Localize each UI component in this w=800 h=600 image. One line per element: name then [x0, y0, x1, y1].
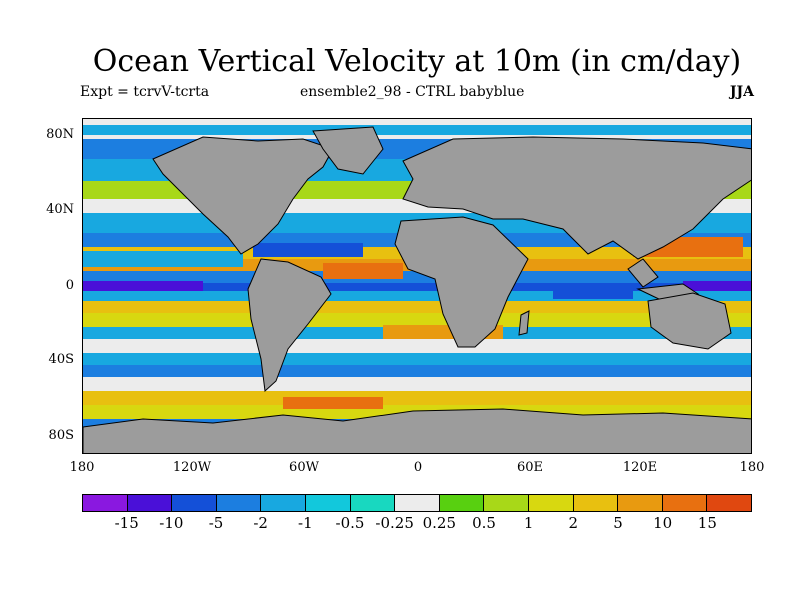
colorbar	[82, 494, 752, 512]
season-label: JJA	[729, 84, 754, 100]
ensemble-label: ensemble2_98 - CTRL babyblue	[300, 84, 525, 100]
colorbar-box	[662, 495, 708, 511]
colorbar-label: -1	[298, 514, 313, 532]
colorbar-box	[439, 495, 485, 511]
lat-label-80s: 80S	[48, 428, 74, 443]
colorbar-label: 2	[568, 514, 579, 532]
colorbar-label: 15	[697, 514, 717, 532]
lon-label-120w: 120W	[172, 460, 212, 475]
colorbar-label: 10	[653, 514, 673, 532]
colorbar-label: -10	[159, 514, 184, 532]
experiment-label: Expt = tcrvV-tcrta	[80, 84, 210, 100]
colorbar-box	[261, 495, 306, 511]
colorbar-box	[350, 495, 396, 511]
colorbar-label: 0.5	[472, 514, 496, 532]
colorbar-label: -5	[208, 514, 224, 532]
land-masses	[83, 126, 751, 453]
colorbar-label: -0.5	[335, 514, 365, 532]
colorbar-label: -0.25	[375, 514, 414, 532]
lat-label-40s: 40S	[48, 352, 74, 367]
colorbar-label: 1	[523, 514, 534, 532]
colorbar-box	[707, 495, 751, 511]
lon-label-0: 0	[413, 460, 423, 475]
colorbar-label: 0.25	[422, 514, 457, 532]
colorbar-box	[618, 495, 663, 511]
lat-label-40n: 40N	[46, 202, 74, 217]
lat-label-80n: 80N	[46, 127, 74, 142]
map-title: Ocean Vertical Velocity at 10m (in cm/da…	[92, 44, 742, 79]
lon-label-60w: 60W	[289, 460, 319, 475]
colorbar-box	[395, 495, 440, 511]
colorbar-box	[83, 495, 128, 511]
map-panel	[82, 118, 752, 454]
colorbar-box	[528, 495, 574, 511]
lon-label-180w: 180	[69, 460, 95, 475]
colorbar-box	[484, 495, 529, 511]
colorbar-label: 5	[613, 514, 623, 532]
colorbar-box	[216, 495, 262, 511]
lat-label-0: 0	[65, 278, 74, 293]
lon-label-60e: 60E	[516, 460, 544, 475]
map-svg	[83, 119, 751, 453]
lon-label-180e: 180	[739, 460, 765, 475]
colorbar-box	[127, 495, 173, 511]
colorbar-label: -15	[114, 514, 139, 532]
colorbar-box	[172, 495, 217, 511]
colorbar-label: -2	[253, 514, 268, 532]
colorbar-box	[573, 495, 619, 511]
colorbar-box	[305, 495, 351, 511]
lon-label-120e: 120E	[622, 460, 658, 475]
